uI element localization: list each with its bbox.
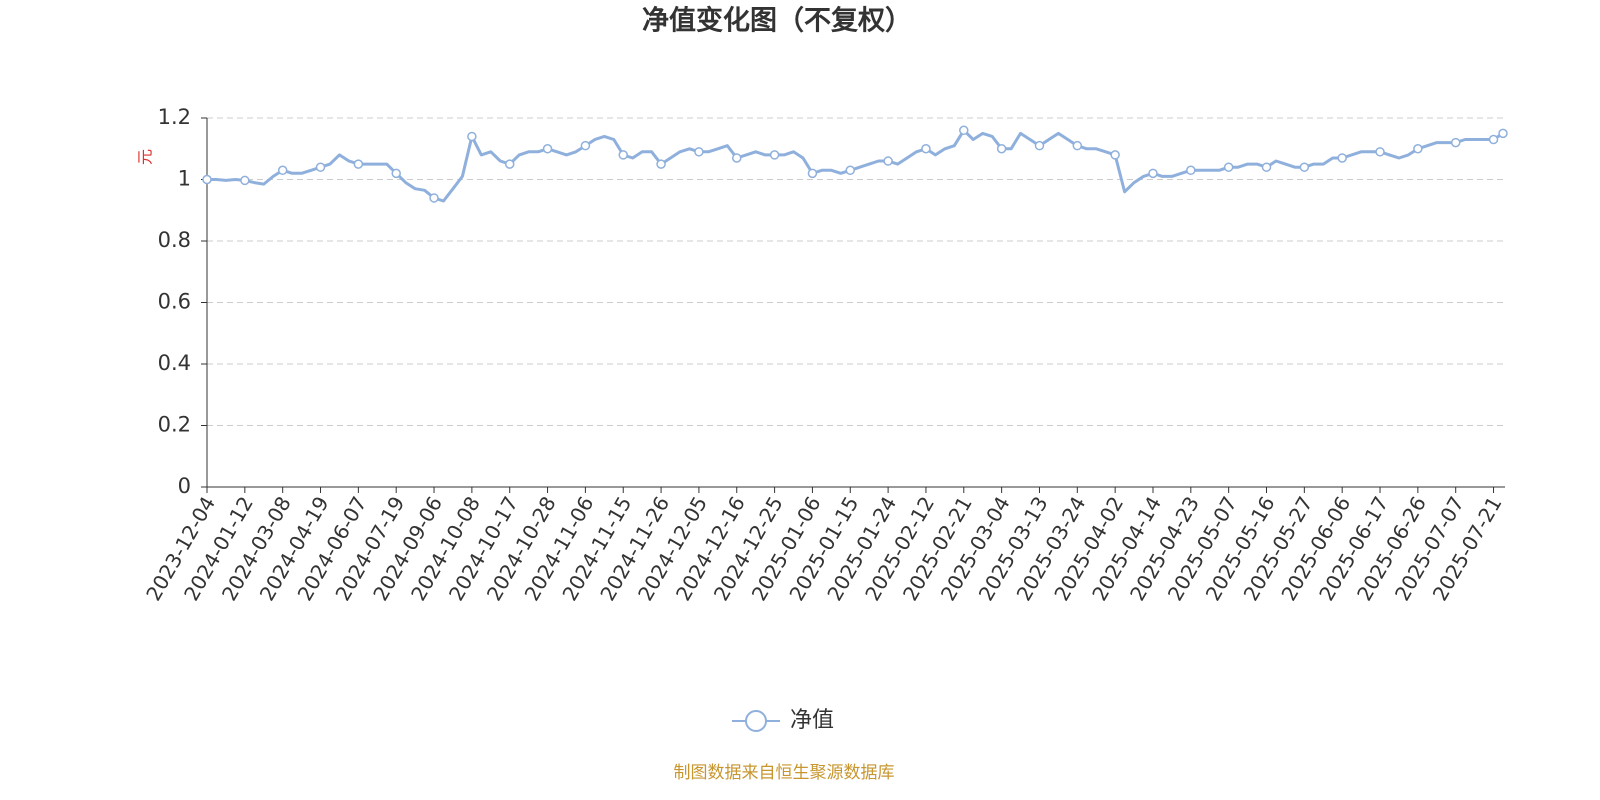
point-marker — [656, 159, 666, 169]
point-marker — [1375, 147, 1385, 157]
point-marker — [277, 165, 288, 176]
point-marker — [353, 159, 364, 169]
point-marker — [883, 156, 893, 166]
point-marker — [1488, 134, 1499, 145]
point-marker — [1148, 168, 1158, 179]
y-axis-label: 元 — [136, 149, 155, 165]
y-tick-label: 1.2 — [158, 105, 191, 129]
point-marker — [1450, 137, 1461, 148]
point-marker — [202, 174, 212, 185]
point-marker — [845, 165, 856, 176]
point-marker — [580, 140, 591, 151]
point-marker — [1072, 140, 1083, 151]
point-marker — [694, 147, 704, 157]
point-marker — [732, 153, 742, 163]
y-tick-label: 0.8 — [158, 228, 191, 252]
y-tick-label: 1 — [178, 167, 191, 191]
point-marker — [996, 144, 1007, 154]
point-marker — [240, 175, 250, 186]
point-marker — [1337, 153, 1347, 163]
legend-marker — [745, 710, 767, 732]
point-marker — [769, 150, 780, 160]
point-marker — [542, 144, 553, 154]
point-marker — [1186, 165, 1196, 176]
series-line — [207, 128, 1504, 203]
point-marker — [1110, 150, 1120, 160]
chart-title: 净值变化图（不复权） — [642, 5, 912, 37]
source-note: 制图数据来自恒生聚源数据库 — [674, 763, 895, 783]
point-marker — [1034, 140, 1045, 151]
point-marker — [504, 159, 515, 169]
y-tick-label: 0.6 — [158, 290, 191, 314]
point-marker — [807, 168, 818, 179]
point-marker — [1299, 162, 1310, 172]
point-marker — [618, 150, 628, 160]
point-marker — [429, 193, 439, 203]
point-marker — [1223, 162, 1234, 172]
point-marker — [315, 162, 326, 172]
point-marker — [391, 168, 401, 179]
point-marker — [921, 144, 931, 154]
point-marker — [959, 125, 969, 136]
point-marker — [1413, 144, 1423, 154]
y-tick-label: 0.4 — [158, 351, 191, 375]
point-marker — [1498, 128, 1508, 139]
y-tick-label: 0 — [178, 474, 191, 498]
legend-label: 净值 — [790, 708, 834, 733]
y-tick-label: 0.2 — [158, 413, 191, 437]
point-marker — [1261, 162, 1272, 172]
point-marker — [467, 131, 477, 142]
